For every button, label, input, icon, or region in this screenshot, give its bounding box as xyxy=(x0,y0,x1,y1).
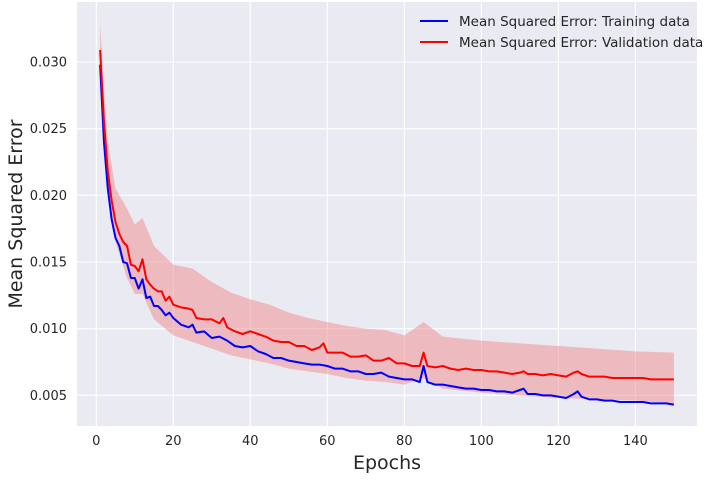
legend: Mean Squared Error: Training data Mean S… xyxy=(420,14,703,51)
x-tick-label: 60 xyxy=(319,434,336,449)
x-tick-label: 100 xyxy=(469,434,494,449)
x-axis-label: Epochs xyxy=(353,452,421,474)
validation-line xyxy=(99,49,674,381)
legend-label-validation: Mean Squared Error: Validation data xyxy=(459,35,703,51)
y-axis-label: Mean Squared Error xyxy=(5,119,27,308)
legend-label-training: Mean Squared Error: Training data xyxy=(459,14,690,30)
training-line xyxy=(99,64,675,406)
x-tick-label: 120 xyxy=(546,434,571,449)
y-tick-label: 0.030 xyxy=(30,56,67,71)
y-tick-label: 0.025 xyxy=(30,122,67,137)
x-tick-label: 140 xyxy=(623,434,648,449)
x-tick-label: 20 xyxy=(165,434,182,449)
x-tick-label: 40 xyxy=(242,434,259,449)
tick-labels: 0 20 40 60 80 100 120 140 0.005 0.010 0.015 0.020 0.… xyxy=(30,56,648,450)
y-tick-label: 0.010 xyxy=(30,322,67,337)
validation-std-band xyxy=(100,22,674,404)
confidence-band xyxy=(100,22,674,404)
y-tick-label: 0.020 xyxy=(30,189,67,204)
plot-background xyxy=(77,2,697,426)
x-tick-label: 0 xyxy=(92,434,100,449)
series-lines xyxy=(99,49,675,406)
grid xyxy=(77,2,697,426)
y-tick-label: 0.015 xyxy=(30,256,67,271)
y-tick-label: 0.005 xyxy=(30,389,67,404)
x-tick-label: 80 xyxy=(396,434,413,449)
